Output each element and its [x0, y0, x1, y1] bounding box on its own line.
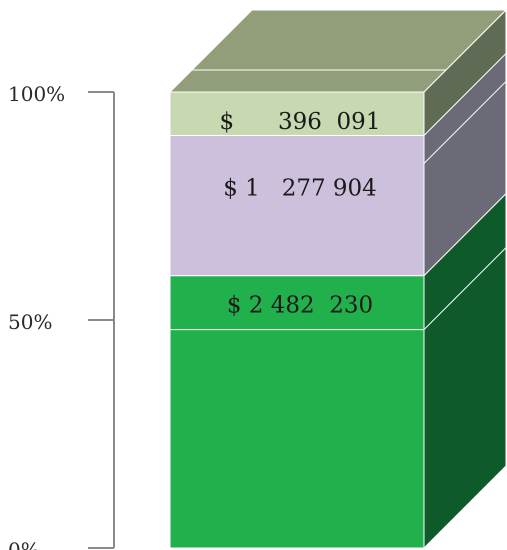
data-labels: $ 2 482 230 $ 1 277 904 $ 396 091 [220, 109, 381, 319]
data-label-2: $ 396 091 [220, 109, 381, 135]
bar-segment-0 [169, 275, 425, 549]
bar-segment-1 [169, 134, 425, 277]
y-tick-label-1: 50% [8, 310, 52, 334]
stacked-bar [168, 8, 507, 550]
y-tick-label-2: 100% [8, 82, 65, 106]
y-axis: 0% 50% 100% [8, 82, 115, 550]
y-tick-label-0: 0% [8, 538, 40, 550]
data-label-0: $ 2 482 230 [227, 293, 373, 319]
bar-segment-2 [169, 91, 425, 136]
bar-top-face [168, 9, 507, 93]
side-divider-line [423, 247, 507, 331]
side-divider-line-2 [423, 81, 507, 164]
data-label-1: $ 1 277 904 [223, 175, 377, 201]
